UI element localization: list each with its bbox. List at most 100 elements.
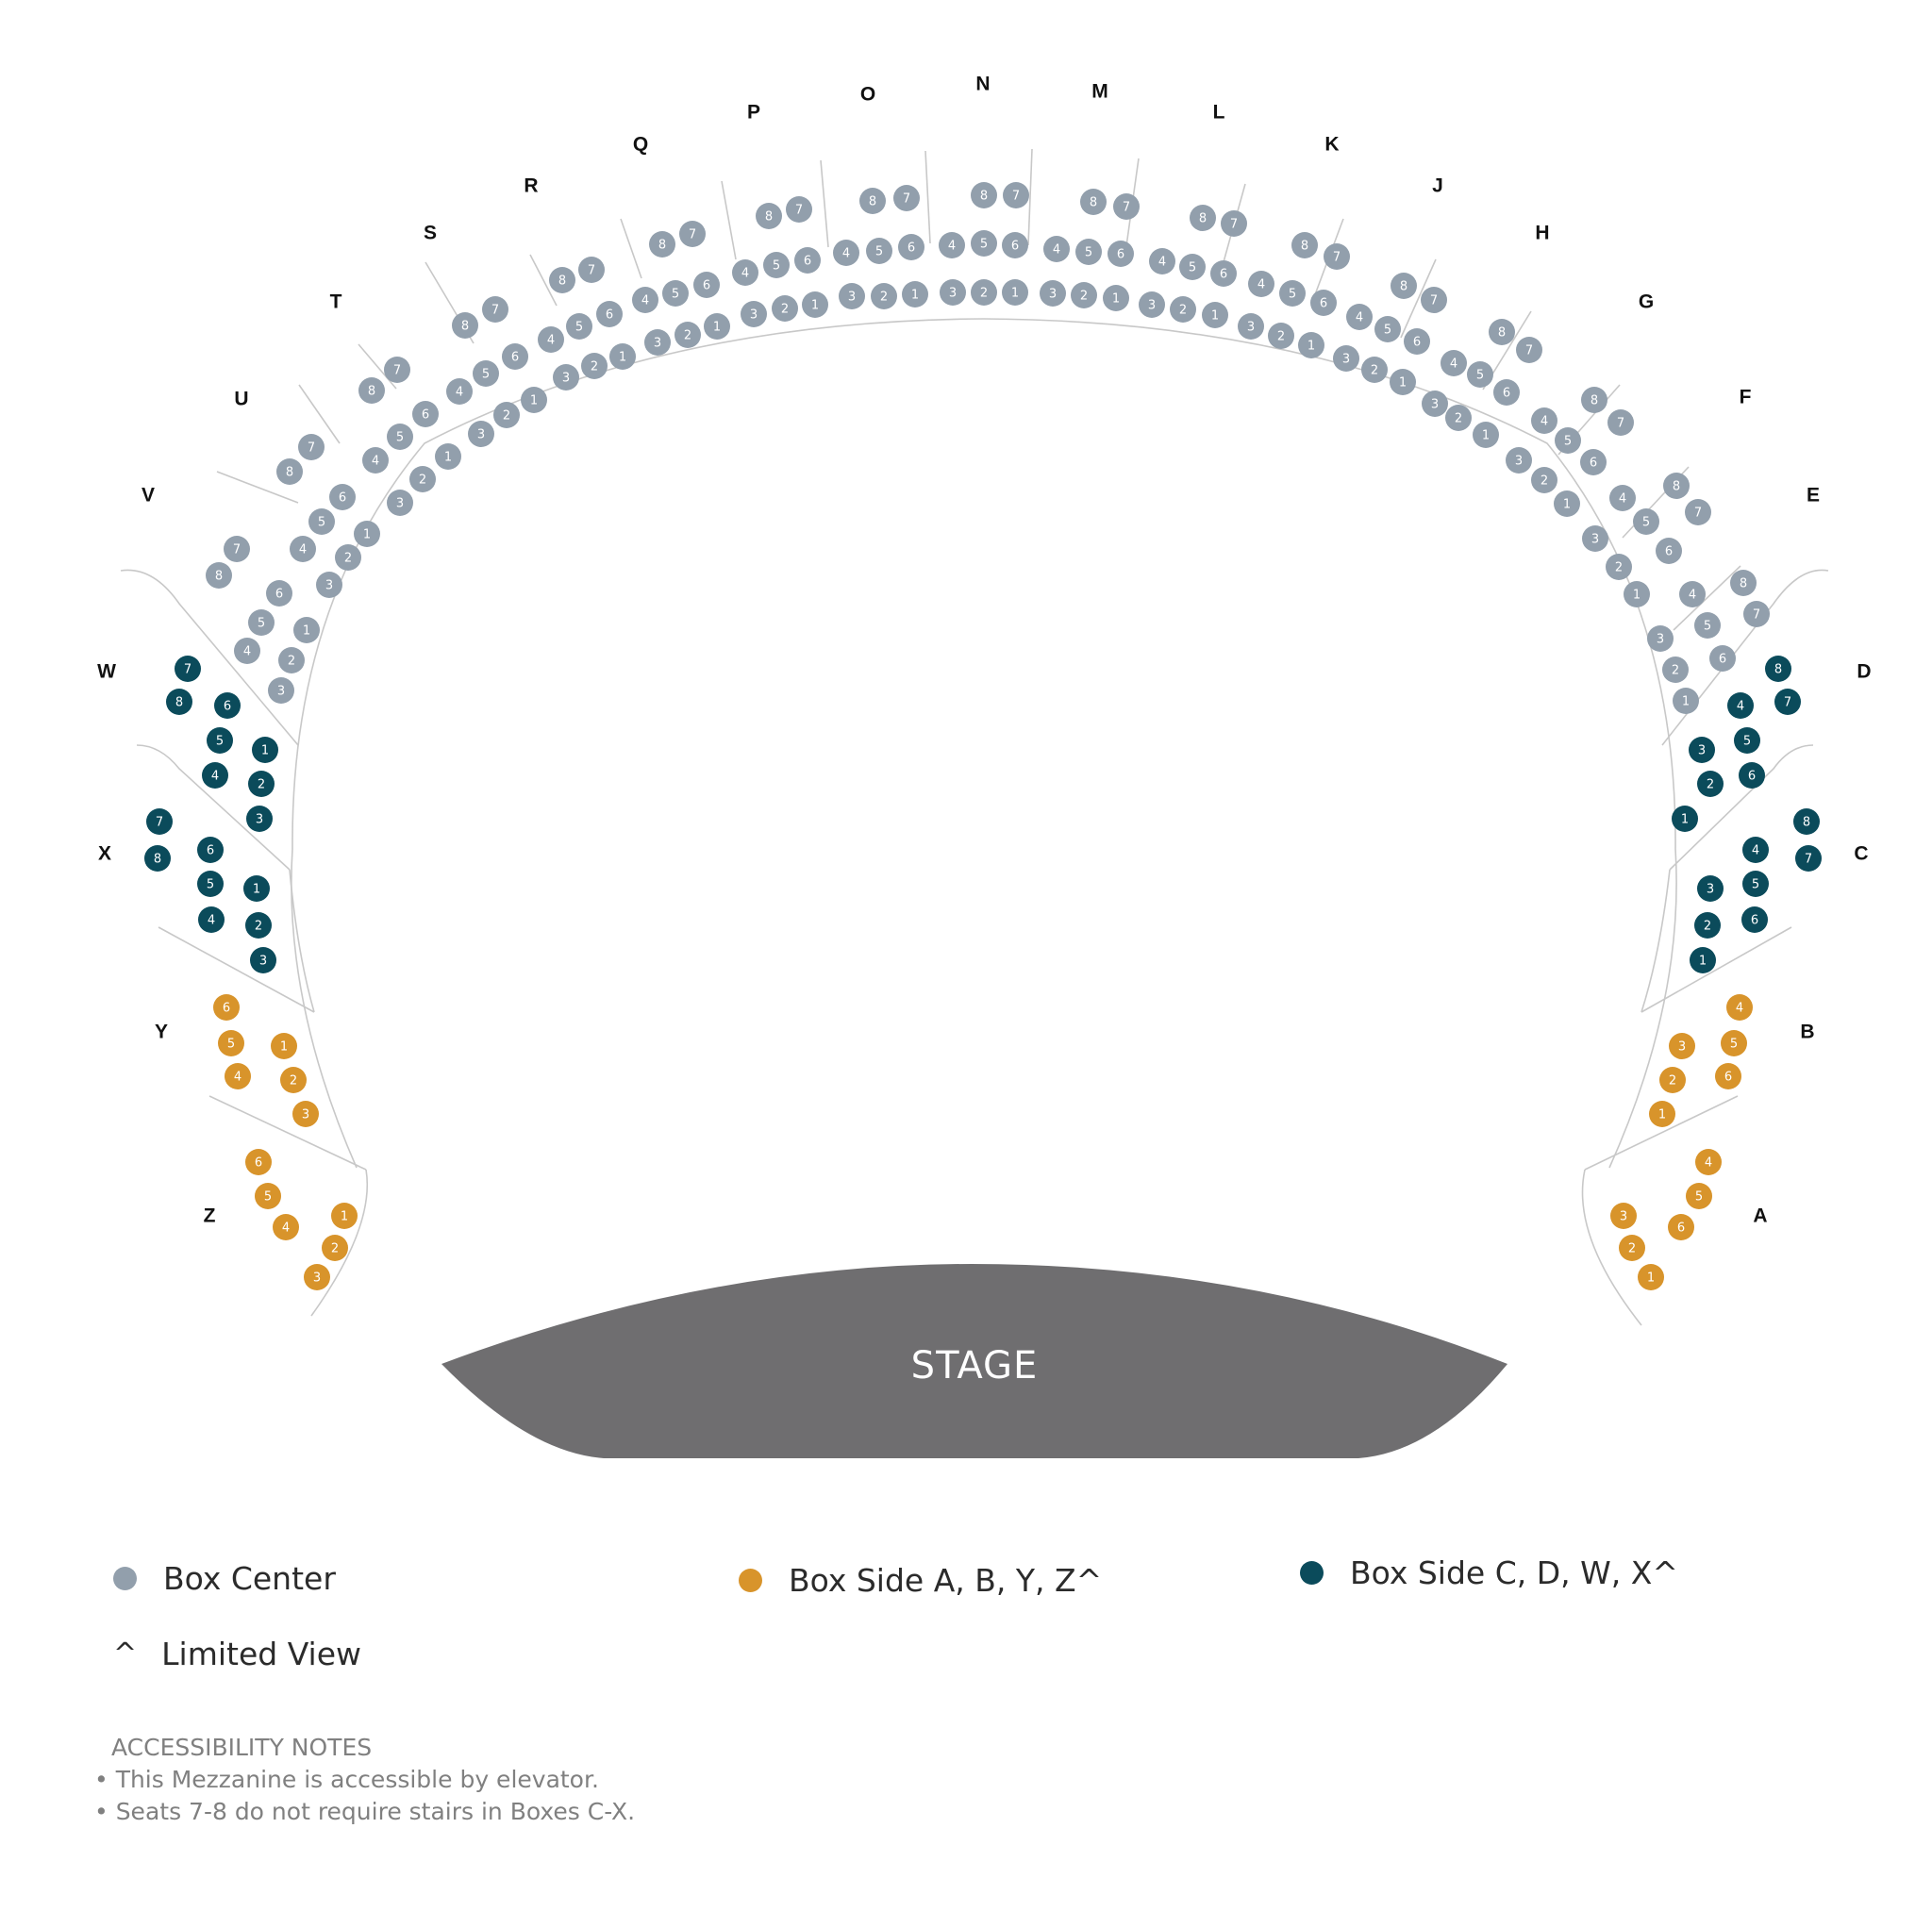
seat-r-4[interactable]: 4 <box>538 326 564 353</box>
seat-n-4[interactable]: 4 <box>939 232 965 258</box>
seat-s-6[interactable]: 6 <box>502 343 528 370</box>
seat-q-8[interactable]: 8 <box>649 231 675 258</box>
seat-n-6[interactable]: 6 <box>1002 232 1028 258</box>
seat-e-1[interactable]: 1 <box>1673 688 1699 714</box>
seat-o-7[interactable]: 7 <box>893 185 920 211</box>
seat-w-6[interactable]: 6 <box>214 692 241 719</box>
seat-b-6[interactable]: 6 <box>1715 1063 1741 1089</box>
seat-p-4[interactable]: 4 <box>732 259 758 286</box>
seat-t-3[interactable]: 3 <box>387 490 413 516</box>
seat-u-3[interactable]: 3 <box>316 572 342 598</box>
seat-a-3[interactable]: 3 <box>1610 1203 1637 1229</box>
seat-t-4[interactable]: 4 <box>362 447 389 474</box>
seat-z-4[interactable]: 4 <box>273 1214 299 1240</box>
seat-t-7[interactable]: 7 <box>384 357 410 383</box>
seat-d-7[interactable]: 7 <box>1774 689 1801 715</box>
seat-v-3[interactable]: 3 <box>268 677 294 704</box>
seat-r-7[interactable]: 7 <box>578 257 605 283</box>
seat-q-6[interactable]: 6 <box>693 272 720 298</box>
seat-r-3[interactable]: 3 <box>553 364 579 391</box>
seat-m-2[interactable]: 2 <box>1071 282 1097 308</box>
seat-f-5[interactable]: 5 <box>1633 508 1659 535</box>
seat-l-3[interactable]: 3 <box>1139 291 1165 318</box>
seat-x-7[interactable]: 7 <box>146 808 173 835</box>
seat-p-1[interactable]: 1 <box>802 291 828 318</box>
seat-h-1[interactable]: 1 <box>1473 422 1499 448</box>
seat-y-5[interactable]: 5 <box>218 1030 244 1056</box>
seat-m-7[interactable]: 7 <box>1113 193 1140 220</box>
seat-r-5[interactable]: 5 <box>566 313 592 340</box>
seat-f-3[interactable]: 3 <box>1582 525 1608 552</box>
seat-b-1[interactable]: 1 <box>1649 1101 1675 1127</box>
seat-z-1[interactable]: 1 <box>331 1203 358 1229</box>
seat-h-8[interactable]: 8 <box>1489 319 1515 345</box>
seat-o-4[interactable]: 4 <box>833 240 859 266</box>
seat-g-6[interactable]: 6 <box>1580 449 1607 475</box>
seat-d-6[interactable]: 6 <box>1739 762 1765 789</box>
seat-v-8[interactable]: 8 <box>206 562 232 589</box>
seat-p-2[interactable]: 2 <box>772 295 798 322</box>
seat-g-5[interactable]: 5 <box>1555 427 1581 454</box>
seat-d-3[interactable]: 3 <box>1689 737 1715 763</box>
seat-m-3[interactable]: 3 <box>1040 280 1066 307</box>
seat-s-7[interactable]: 7 <box>482 296 508 323</box>
seat-w-2[interactable]: 2 <box>248 771 275 797</box>
seat-j-5[interactable]: 5 <box>1374 316 1401 342</box>
seat-f-2[interactable]: 2 <box>1606 554 1632 580</box>
seat-v-6[interactable]: 6 <box>266 580 292 607</box>
seat-h-3[interactable]: 3 <box>1422 391 1448 417</box>
seat-x-8[interactable]: 8 <box>144 845 171 872</box>
seat-g-3[interactable]: 3 <box>1506 447 1532 474</box>
seat-x-3[interactable]: 3 <box>250 947 276 973</box>
seat-e-2[interactable]: 2 <box>1662 657 1689 683</box>
seat-s-3[interactable]: 3 <box>468 421 494 447</box>
seat-b-4[interactable]: 4 <box>1726 994 1753 1021</box>
seat-f-8[interactable]: 8 <box>1663 473 1690 499</box>
seat-l-1[interactable]: 1 <box>1202 302 1228 328</box>
seat-z-5[interactable]: 5 <box>255 1183 281 1209</box>
seat-y-2[interactable]: 2 <box>280 1067 307 1093</box>
seat-d-2[interactable]: 2 <box>1697 771 1724 797</box>
seat-t-6[interactable]: 6 <box>412 401 439 427</box>
seat-e-7[interactable]: 7 <box>1743 601 1770 627</box>
seat-v-1[interactable]: 1 <box>293 617 320 643</box>
seat-g-1[interactable]: 1 <box>1554 490 1580 517</box>
seat-l-5[interactable]: 5 <box>1179 254 1206 280</box>
seat-x-5[interactable]: 5 <box>197 871 224 897</box>
seat-v-4[interactable]: 4 <box>234 638 260 664</box>
seat-c-5[interactable]: 5 <box>1742 871 1769 897</box>
seat-m-4[interactable]: 4 <box>1043 236 1070 262</box>
seat-j-7[interactable]: 7 <box>1421 287 1447 313</box>
seat-u-7[interactable]: 7 <box>298 434 325 460</box>
seat-j-4[interactable]: 4 <box>1346 304 1373 330</box>
seat-q-1[interactable]: 1 <box>704 313 730 340</box>
seat-j-2[interactable]: 2 <box>1361 357 1388 383</box>
seat-w-8[interactable]: 8 <box>166 689 192 715</box>
seat-g-8[interactable]: 8 <box>1581 387 1607 413</box>
seat-m-1[interactable]: 1 <box>1103 285 1129 311</box>
seat-q-7[interactable]: 7 <box>679 221 706 247</box>
seat-u-5[interactable]: 5 <box>308 508 335 535</box>
seat-c-3[interactable]: 3 <box>1697 875 1724 902</box>
seat-j-6[interactable]: 6 <box>1404 328 1430 355</box>
seat-g-2[interactable]: 2 <box>1531 467 1557 493</box>
seat-u-4[interactable]: 4 <box>290 536 316 562</box>
seat-u-8[interactable]: 8 <box>276 458 303 485</box>
seat-n-8[interactable]: 8 <box>971 182 997 208</box>
seat-k-6[interactable]: 6 <box>1310 290 1337 316</box>
seat-x-2[interactable]: 2 <box>245 912 272 939</box>
seat-h-4[interactable]: 4 <box>1441 350 1467 376</box>
seat-g-7[interactable]: 7 <box>1607 409 1634 436</box>
seat-n-1[interactable]: 1 <box>1002 279 1028 306</box>
seat-p-3[interactable]: 3 <box>741 301 767 327</box>
seat-q-2[interactable]: 2 <box>675 322 701 348</box>
seat-s-4[interactable]: 4 <box>446 378 473 405</box>
seat-e-5[interactable]: 5 <box>1694 612 1721 639</box>
seat-t-1[interactable]: 1 <box>435 443 461 470</box>
seat-w-4[interactable]: 4 <box>202 762 228 789</box>
seat-e-6[interactable]: 6 <box>1709 645 1736 672</box>
seat-y-6[interactable]: 6 <box>213 994 240 1021</box>
seat-r-6[interactable]: 6 <box>596 301 623 327</box>
seat-n-7[interactable]: 7 <box>1003 182 1029 208</box>
seat-p-6[interactable]: 6 <box>794 247 821 274</box>
